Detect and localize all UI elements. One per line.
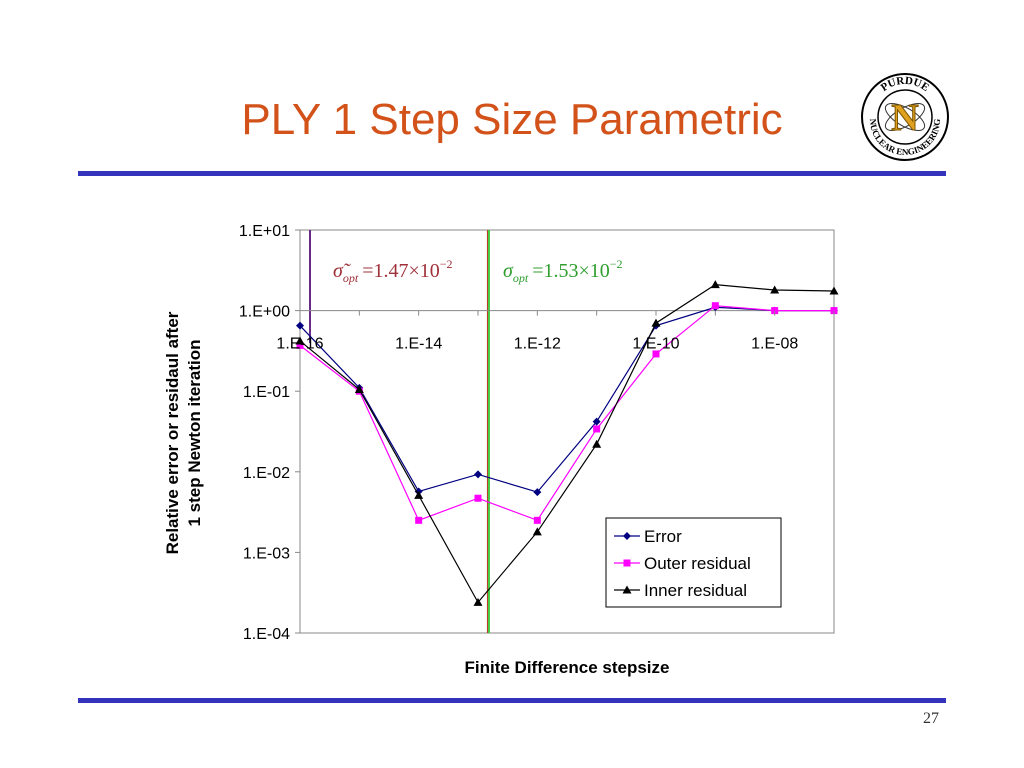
data-point-inner-residual — [829, 286, 839, 295]
purdue-nuclear-engineering-logo: PURDUE NUCLEAR ENGINEERING N — [860, 72, 950, 162]
svg-text:σopt=1.53×10−2: σopt =1.53×10−2 — [503, 257, 623, 285]
series-inner-residual — [295, 280, 839, 606]
y-tick-label: 1.E-03 — [243, 545, 290, 562]
data-point-inner-residual — [414, 490, 424, 499]
title-divider — [78, 171, 946, 176]
data-point-outer-residual — [296, 341, 304, 349]
legend-label: Error — [644, 527, 682, 546]
legend-label: Inner residual — [644, 581, 747, 600]
data-point-error — [296, 321, 304, 330]
data-point-outer-residual — [533, 516, 541, 524]
data-point-inner-residual — [710, 280, 720, 289]
data-point-outer-residual — [593, 425, 601, 433]
svg-text:PURDUE: PURDUE — [879, 75, 932, 94]
x-tick-label: 1.E-08 — [751, 336, 798, 353]
x-tick-label: 1.E-10 — [632, 336, 679, 353]
data-point-outer-residual — [652, 350, 660, 358]
legend: Error Outer residual Inner residual — [605, 517, 782, 608]
y-tick-label: 1.E+00 — [239, 304, 290, 321]
series-line-outer-residual — [299, 305, 834, 522]
y-tick-label: 1.E-02 — [243, 465, 290, 482]
svg-text:N: N — [891, 97, 918, 139]
legend-item-error: Error — [614, 527, 682, 546]
data-point-inner-residual — [354, 384, 364, 393]
data-point-outer-residual — [415, 516, 423, 524]
data-point-error — [592, 417, 601, 426]
data-point-inner-residual — [592, 439, 602, 448]
legend-marker — [623, 559, 631, 567]
x-tick-label: 1.E-16 — [276, 336, 323, 353]
page-number: 27 — [923, 710, 939, 727]
y-axis-title-line1: Relative error or residaul after — [163, 311, 182, 554]
data-point-inner-residual — [473, 597, 483, 606]
legend-item-outer-residual: Outer residual — [614, 554, 751, 573]
data-point-inner-residual — [295, 336, 305, 345]
data-point-inner-residual — [770, 285, 780, 294]
data-point-error — [474, 470, 482, 479]
legend-label: Outer residual — [644, 554, 751, 573]
line-chart: 1.E-16 1.E-14 1.E-12 1.E-10 1.E-08 1.E+01 1.E+… — [163, 223, 839, 677]
series-line-error — [299, 306, 834, 493]
y-axis-title-line2: 1 step Newton iteration — [185, 339, 204, 526]
y-tick-label: 1.E-01 — [243, 384, 290, 401]
x-tick-label: 1.E-12 — [514, 336, 561, 353]
x-tick-label: 1.E-14 — [395, 336, 442, 353]
slide-title: PLY 1 Step Size Parametric — [241, 95, 783, 144]
series-line-inner-residual — [299, 284, 835, 604]
legend-marker — [623, 532, 631, 540]
y-tick-label: 1.E-04 — [243, 626, 290, 643]
legend-marker — [622, 585, 632, 594]
annotation-sigma: σopt =1.53×10−2 — [503, 257, 623, 285]
data-point-error — [533, 488, 542, 497]
data-point-inner-residual — [532, 527, 542, 536]
data-point-outer-residual — [474, 494, 482, 502]
footer-divider — [78, 698, 946, 703]
data-point-inner-residual — [651, 318, 661, 327]
data-point-outer-residual — [711, 302, 719, 310]
legend-item-inner-residual: Inner residual — [614, 581, 747, 600]
y-tick-label: 1.E+01 — [239, 223, 290, 240]
x-axis-title: Finite Difference stepsize — [464, 658, 669, 677]
